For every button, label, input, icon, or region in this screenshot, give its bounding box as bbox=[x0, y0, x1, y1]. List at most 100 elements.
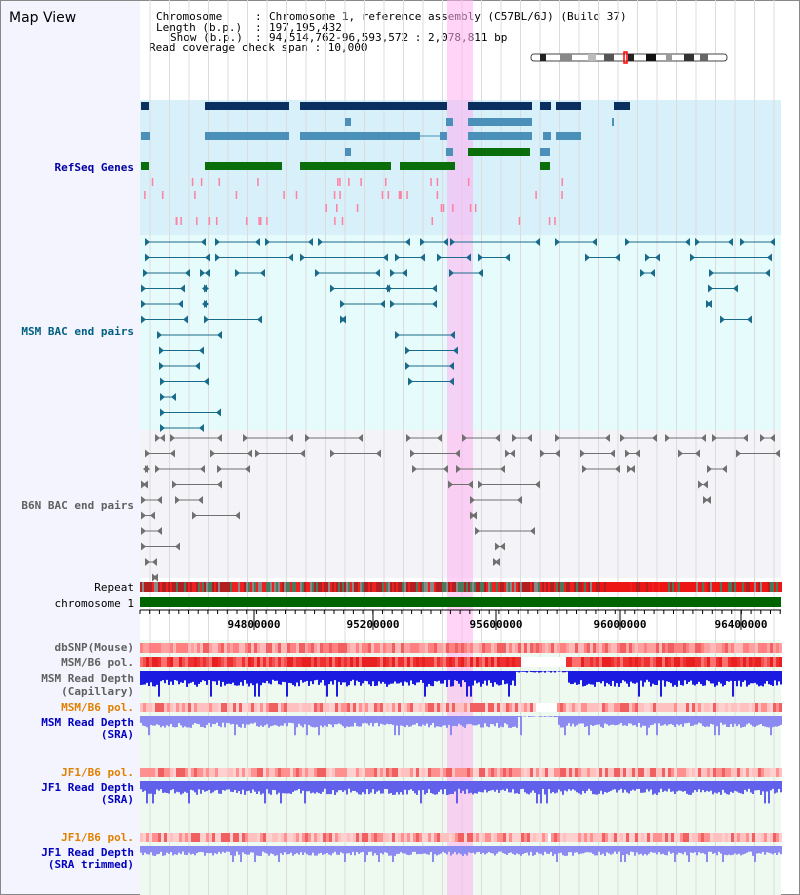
msm-bac-pair[interactable] bbox=[145, 238, 206, 246]
msm-bac-pair[interactable] bbox=[695, 238, 733, 246]
b6n-bac-pair[interactable] bbox=[172, 480, 222, 489]
msm-bac-pair[interactable] bbox=[720, 315, 752, 324]
b6n-bac-pair[interactable] bbox=[155, 465, 205, 473]
refseq-gene-row[interactable] bbox=[141, 162, 550, 170]
msm-bac-pair[interactable] bbox=[706, 300, 712, 308]
msm-bac-pair[interactable] bbox=[390, 300, 437, 308]
chromosome-ideogram[interactable] bbox=[530, 51, 728, 64]
b6n-bac-pair[interactable] bbox=[580, 449, 615, 458]
b6n-bac-pair[interactable] bbox=[505, 449, 515, 458]
b6n-bac-pair[interactable] bbox=[410, 449, 460, 458]
msm-bac-pair[interactable] bbox=[204, 315, 262, 324]
b6n-bac-pair[interactable] bbox=[736, 449, 780, 458]
b6n-bac-pair[interactable] bbox=[406, 434, 442, 442]
b6n-bac-pair[interactable] bbox=[330, 449, 381, 458]
msm-bac-pair[interactable] bbox=[740, 238, 775, 246]
b6n-bac-pair[interactable] bbox=[141, 527, 162, 535]
msm-bac-pair[interactable] bbox=[159, 362, 200, 370]
track-label-jf1-b6-pol[interactable]: JF1/B6 pol. bbox=[61, 766, 134, 779]
msm-bac-pair[interactable] bbox=[160, 393, 176, 401]
msm-bac-pair[interactable] bbox=[395, 331, 455, 339]
chromosome-bar[interactable] bbox=[140, 597, 781, 607]
track-label-jf1-depth-trimmed[interactable]: JF1 Read Depth bbox=[41, 846, 134, 859]
track-label-b6n-bac[interactable]: B6N BAC end pairs bbox=[21, 499, 134, 512]
b6n-bac-pair[interactable] bbox=[760, 434, 775, 442]
track-label-refseq[interactable]: RefSeq Genes bbox=[54, 161, 134, 174]
b6n-bac-pair[interactable] bbox=[145, 558, 157, 566]
b6n-bac-pair[interactable] bbox=[141, 542, 180, 551]
track-label-repeat[interactable]: Repeat bbox=[94, 581, 134, 594]
b6n-bac-pair[interactable] bbox=[475, 527, 535, 535]
track-label-msm-depth-sra[interactable]: MSM Read Depth bbox=[41, 716, 134, 729]
b6n-bac-pair[interactable] bbox=[470, 496, 522, 504]
msm-bac-pair[interactable] bbox=[708, 284, 738, 293]
track-label-msm-bac[interactable]: MSM BAC end pairs bbox=[21, 325, 134, 338]
b6n-bac-pair[interactable] bbox=[175, 496, 203, 504]
b6n-bac-pair[interactable] bbox=[582, 465, 620, 473]
msm-bac-pair[interactable] bbox=[160, 424, 204, 432]
track-label-dbsnp[interactable]: dbSNP(Mouse) bbox=[54, 641, 134, 654]
msm-bac-pair[interactable] bbox=[202, 300, 209, 308]
msm-bac-pair[interactable] bbox=[340, 300, 385, 308]
msm-bac-pair[interactable] bbox=[405, 346, 458, 355]
msm-bac-pair[interactable] bbox=[141, 284, 185, 293]
msm-bac-pair[interactable] bbox=[625, 238, 690, 246]
track-label-msm-b6-pol-2[interactable]: MSM/B6 pol. bbox=[61, 701, 134, 714]
b6n-bac-pair[interactable] bbox=[555, 434, 610, 442]
msm-bac-pair[interactable] bbox=[215, 238, 260, 246]
b6n-bac-pair[interactable] bbox=[512, 434, 532, 442]
msm-bac-pair[interactable] bbox=[709, 269, 770, 277]
b6n-bac-pair[interactable] bbox=[448, 480, 473, 489]
msm-bac-pair[interactable] bbox=[159, 346, 204, 355]
b6n-bac-pair[interactable] bbox=[155, 434, 165, 442]
msm-bac-pair[interactable] bbox=[437, 253, 471, 262]
msm-bac-pair[interactable] bbox=[235, 269, 265, 277]
b6n-bac-pair[interactable] bbox=[217, 465, 250, 473]
b6n-bac-pair[interactable] bbox=[698, 480, 708, 489]
msm-bac-pair[interactable] bbox=[215, 253, 293, 262]
msm-bac-pair[interactable] bbox=[141, 300, 183, 308]
msm-bac-pair[interactable] bbox=[265, 238, 313, 246]
msm-bac-pair[interactable] bbox=[408, 377, 454, 386]
msm-bac-pair[interactable] bbox=[450, 238, 540, 246]
b6n-bac-pair[interactable] bbox=[145, 449, 175, 458]
msm-bac-pair[interactable] bbox=[478, 253, 510, 262]
msm-bac-pair[interactable] bbox=[420, 238, 448, 246]
b6n-bac-pair[interactable] bbox=[678, 449, 700, 458]
b6n-bac-pair[interactable] bbox=[152, 573, 158, 582]
b6n-bac-pair[interactable] bbox=[255, 449, 305, 458]
refseq-gene-row[interactable] bbox=[345, 118, 614, 126]
msm-bac-pair[interactable] bbox=[160, 408, 221, 417]
msm-bac-pair[interactable] bbox=[405, 362, 454, 370]
b6n-bac-pair[interactable] bbox=[192, 511, 240, 520]
msm-bac-pair[interactable] bbox=[315, 269, 380, 277]
b6n-bac-pair[interactable] bbox=[412, 465, 448, 473]
ideogram-current-position[interactable] bbox=[623, 51, 628, 64]
refseq-gene-row[interactable] bbox=[468, 148, 530, 156]
msm-bac-pair[interactable] bbox=[585, 253, 620, 262]
track-label-chromosome[interactable]: chromosome 1 bbox=[54, 597, 134, 610]
msm-bac-pair[interactable] bbox=[340, 315, 346, 324]
b6n-bac-pair[interactable] bbox=[478, 480, 540, 489]
msm-bac-pair[interactable] bbox=[690, 253, 772, 262]
msm-bac-pair[interactable] bbox=[143, 269, 190, 277]
b6n-bac-pair[interactable] bbox=[141, 480, 148, 489]
b6n-bac-pair[interactable] bbox=[243, 434, 293, 442]
refseq-gene-row[interactable] bbox=[141, 102, 630, 110]
msm-bac-pair[interactable] bbox=[387, 284, 437, 293]
msm-bac-pair[interactable] bbox=[449, 269, 483, 277]
b6n-bac-pair[interactable] bbox=[170, 434, 222, 442]
b6n-bac-pair[interactable] bbox=[141, 496, 162, 504]
msm-bac-pair[interactable] bbox=[395, 253, 425, 262]
msm-bac-pair[interactable] bbox=[202, 284, 209, 293]
track-label-msm-depth-capillary[interactable]: MSM Read Depth bbox=[41, 672, 134, 685]
b6n-bac-pair[interactable] bbox=[625, 449, 640, 458]
b6n-bac-pair[interactable] bbox=[627, 465, 635, 473]
msm-bac-pair[interactable] bbox=[555, 238, 597, 246]
refseq-gene-row[interactable] bbox=[141, 132, 581, 140]
track-label-jf1-depth-sra[interactable]: JF1 Read Depth bbox=[41, 781, 134, 794]
b6n-bac-pair[interactable] bbox=[540, 449, 560, 458]
b6n-bac-pair[interactable] bbox=[493, 558, 500, 566]
b6n-bac-pair[interactable] bbox=[703, 496, 711, 504]
msm-bac-pair[interactable] bbox=[640, 269, 655, 277]
